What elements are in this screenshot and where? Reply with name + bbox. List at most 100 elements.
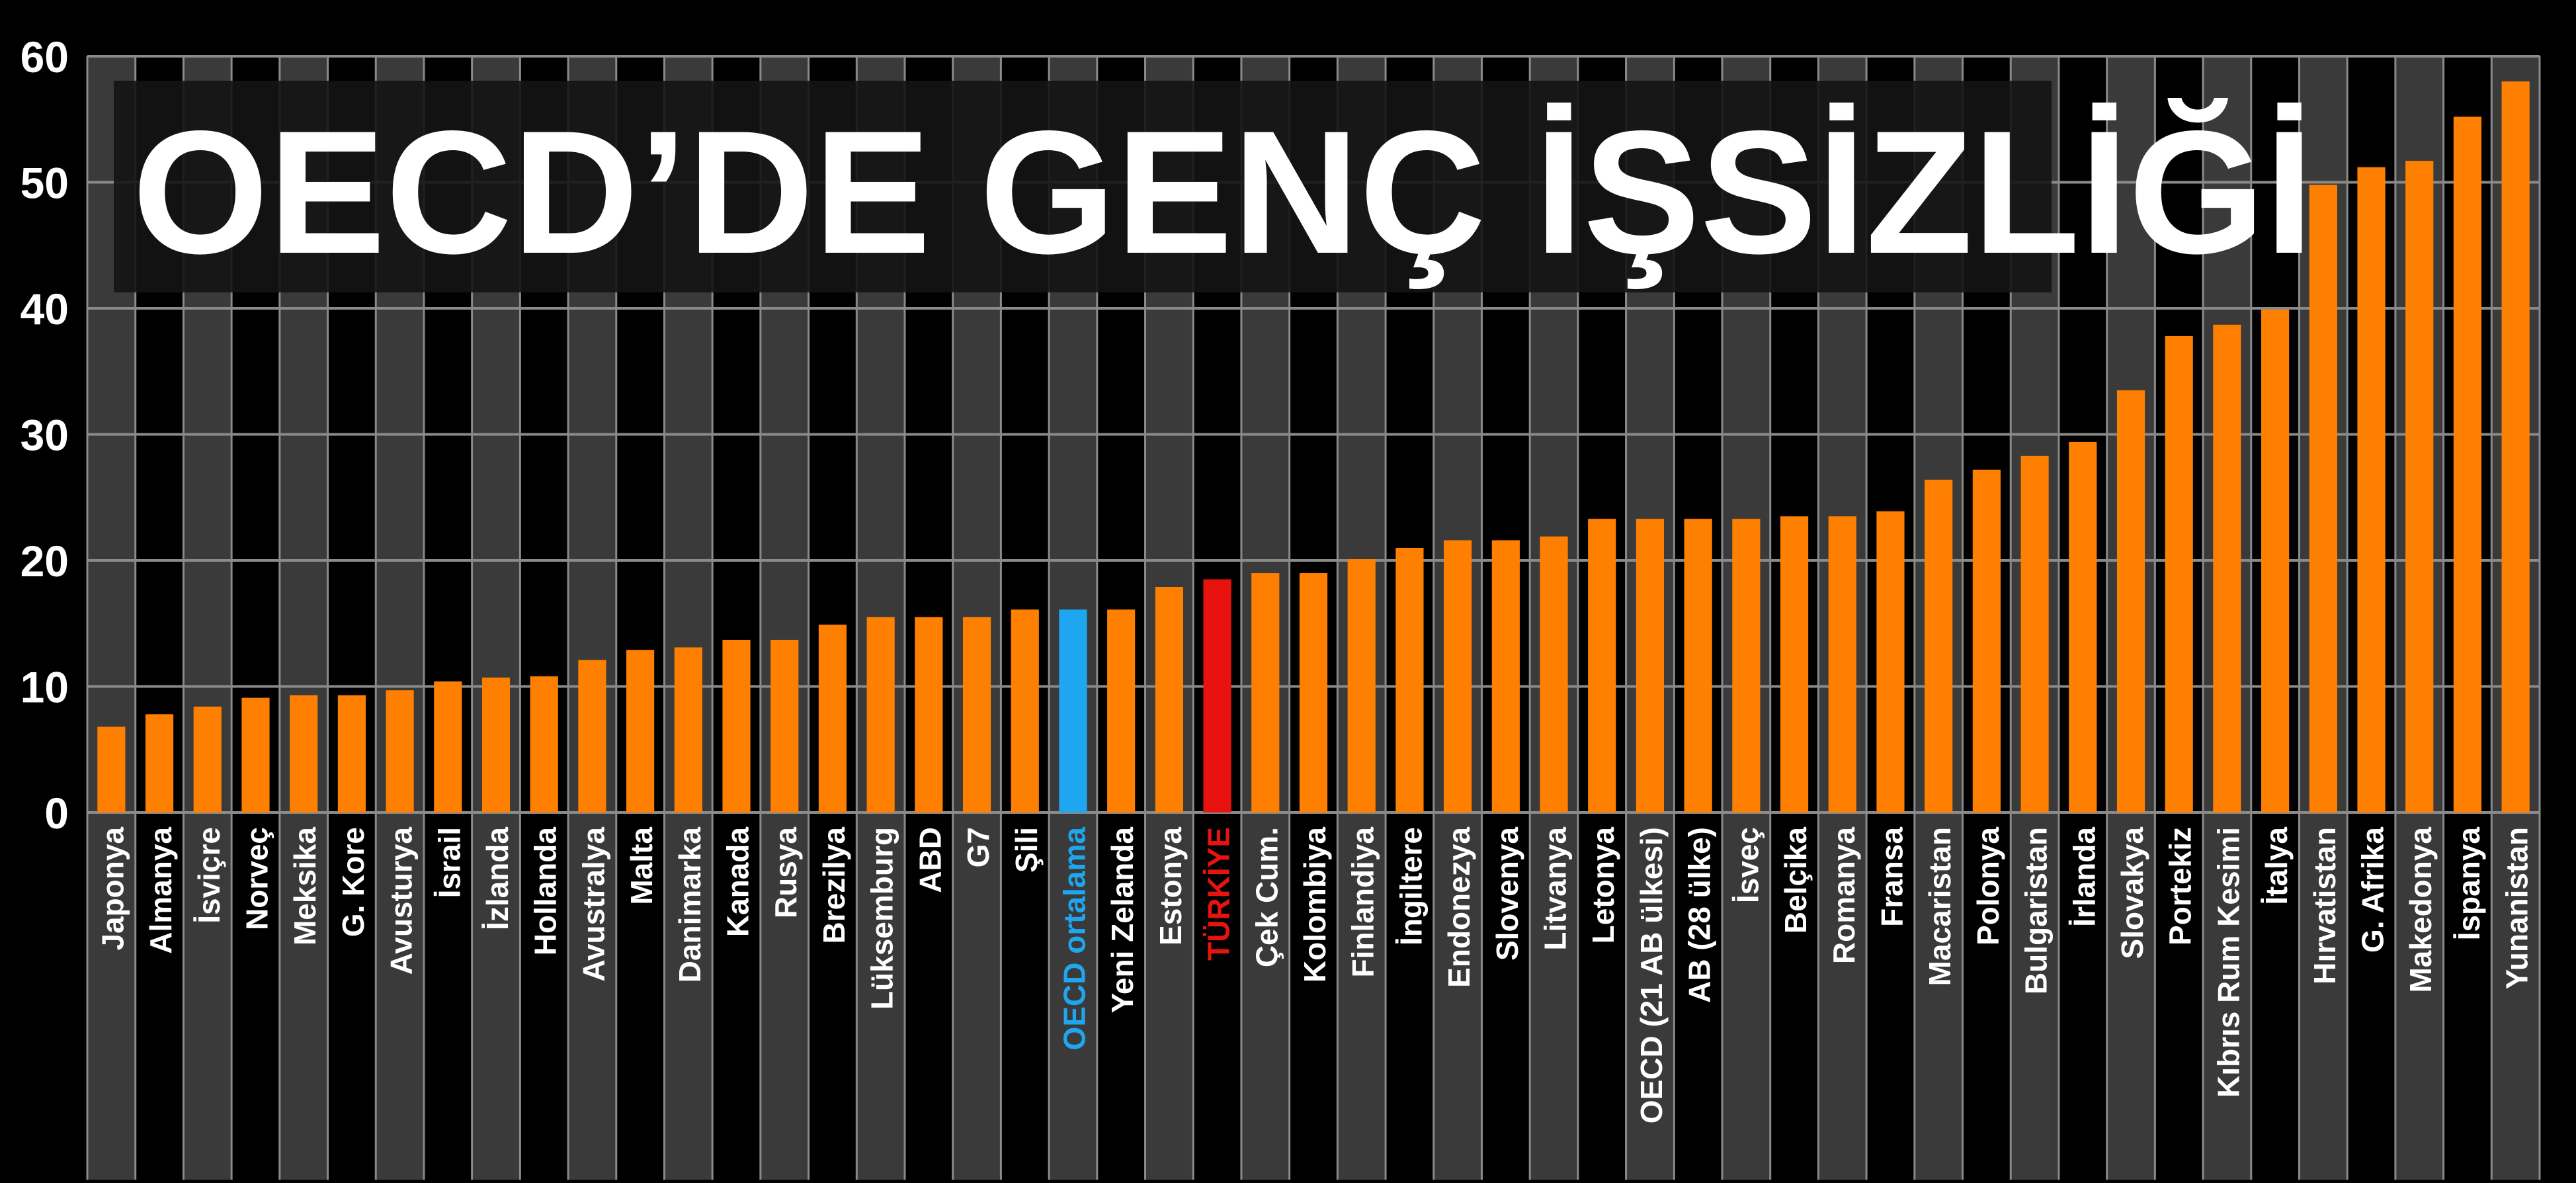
- bar-40: [1972, 469, 2001, 812]
- x-tick-label: İsveç: [1730, 827, 1765, 903]
- x-tick-label: Belçika: [1778, 827, 1813, 934]
- x-tick-label: ABD: [913, 827, 947, 893]
- bar-46: [2261, 309, 2290, 812]
- bar-23: [1155, 587, 1183, 812]
- x-tick-label: Romanya: [1827, 827, 1861, 964]
- bar-15: [770, 640, 799, 812]
- bar-41: [2020, 455, 2049, 812]
- x-tick-label: Macaristan: [1923, 827, 1957, 986]
- x-tick-label: Kanada: [721, 827, 755, 938]
- x-tick-label: G. Kore: [336, 827, 370, 937]
- x-tick-label: Norveç: [239, 827, 274, 930]
- bar-28: [1395, 547, 1424, 812]
- bar-8: [434, 681, 462, 812]
- bar-42: [2069, 441, 2097, 812]
- bar-11: [578, 660, 606, 812]
- x-tick-label: İtalya: [2259, 827, 2294, 905]
- x-tick-label: Letonya: [1586, 827, 1620, 944]
- bar-48: [2357, 167, 2386, 812]
- bar-18: [915, 617, 943, 812]
- chart-title: OECD’DE GENÇ İŞSİZLİĞİ: [132, 95, 2313, 291]
- x-tick-label: Endonezya: [1442, 827, 1476, 988]
- y-tick-label: 10: [21, 663, 69, 712]
- x-tick-label: Malta: [624, 827, 659, 905]
- x-tick-label: Portekiz: [2163, 827, 2198, 945]
- bar-16: [818, 625, 847, 812]
- bar-19: [962, 617, 991, 812]
- bar-33: [1636, 519, 1665, 812]
- bar-44: [2165, 335, 2193, 812]
- x-tick-label: TÜRKİYE: [1202, 827, 1236, 961]
- bar-4: [241, 697, 270, 812]
- bar-51: [2501, 81, 2530, 813]
- y-tick-label: 0: [44, 789, 69, 838]
- x-tick-label: Litvanya: [1538, 827, 1573, 951]
- x-tick-label: Estonya: [1153, 827, 1188, 945]
- x-tick-label: Hırvatistan: [2307, 827, 2342, 985]
- bar-10: [530, 676, 558, 812]
- bar-1: [97, 726, 126, 812]
- bar-9: [481, 678, 511, 812]
- x-tick-label: İzlanda: [480, 827, 515, 930]
- bar-12: [626, 650, 655, 812]
- bar-21: [1059, 609, 1087, 812]
- y-tick-label: 60: [21, 32, 69, 81]
- x-tick-label: İsviçre: [192, 827, 226, 924]
- x-tick-label: Slovenya: [1490, 827, 1524, 961]
- x-tick-label: Şili: [1009, 827, 1044, 873]
- bar-24: [1203, 579, 1231, 812]
- bar-50: [2453, 116, 2482, 813]
- y-tick-label: 20: [21, 537, 69, 586]
- x-tick-label: Yeni Zelanda: [1105, 827, 1140, 1014]
- bar-3: [193, 706, 222, 812]
- bar-14: [722, 640, 751, 812]
- bar-26: [1299, 573, 1328, 812]
- x-tick-label: Avustralya: [576, 827, 610, 982]
- x-tick-label: İsrail: [432, 827, 466, 898]
- bar-27: [1347, 559, 1376, 812]
- bar-45: [2213, 324, 2241, 812]
- x-tick-label: İspanya: [2452, 827, 2486, 941]
- bar-49: [2405, 161, 2434, 813]
- x-tick-label: Lüksemburg: [865, 827, 899, 1010]
- bar-22: [1107, 609, 1136, 812]
- bar-13: [674, 647, 702, 812]
- x-tick-label: G7: [961, 827, 995, 867]
- x-tick-label: Finlandiya: [1346, 827, 1380, 978]
- bar-5: [290, 695, 318, 812]
- x-tick-label: Çek Cum.: [1249, 827, 1284, 967]
- x-tick-label: Danimarka: [673, 827, 707, 983]
- bar-36: [1780, 516, 1809, 812]
- y-tick-label: 40: [21, 285, 69, 333]
- bar-31: [1540, 536, 1568, 812]
- x-tick-label: Slovakya: [2115, 827, 2149, 959]
- x-tick-label: OECD ortalama: [1057, 827, 1091, 1051]
- bar-32: [1588, 519, 1616, 812]
- x-tick-label: AB (28 ülke): [1683, 827, 1717, 1003]
- x-tick-label: Bulgaristan: [2019, 827, 2054, 994]
- y-tick-label: 30: [21, 411, 69, 460]
- x-tick-label: Makedonya: [2403, 827, 2438, 993]
- y-tick-label: 50: [21, 159, 69, 208]
- y-axis-ticks: 0 10 20 30 40 50 60: [21, 32, 69, 838]
- bar-29: [1444, 540, 1472, 812]
- bar-37: [1828, 516, 1856, 812]
- bar-17: [866, 617, 895, 812]
- bar-20: [1011, 609, 1039, 812]
- x-tick-label: Almanya: [144, 827, 178, 954]
- x-tick-label: İngiltere: [1393, 827, 1428, 945]
- bar-25: [1251, 573, 1280, 812]
- x-tick-label: Polonya: [1971, 827, 2005, 945]
- bars: [97, 81, 2530, 813]
- bar-30: [1491, 540, 1520, 812]
- x-tick-label: İrlanda: [2067, 827, 2101, 927]
- bar-34: [1684, 519, 1712, 812]
- x-tick-label: Kıbrıs Rum Kesimi: [2211, 827, 2245, 1098]
- x-tick-label: Fransa: [1874, 827, 1909, 927]
- bar-39: [1925, 480, 1953, 812]
- x-tick-label: Rusya: [769, 827, 803, 918]
- x-tick-label: Meksika: [288, 827, 322, 945]
- bar-43: [2116, 390, 2145, 812]
